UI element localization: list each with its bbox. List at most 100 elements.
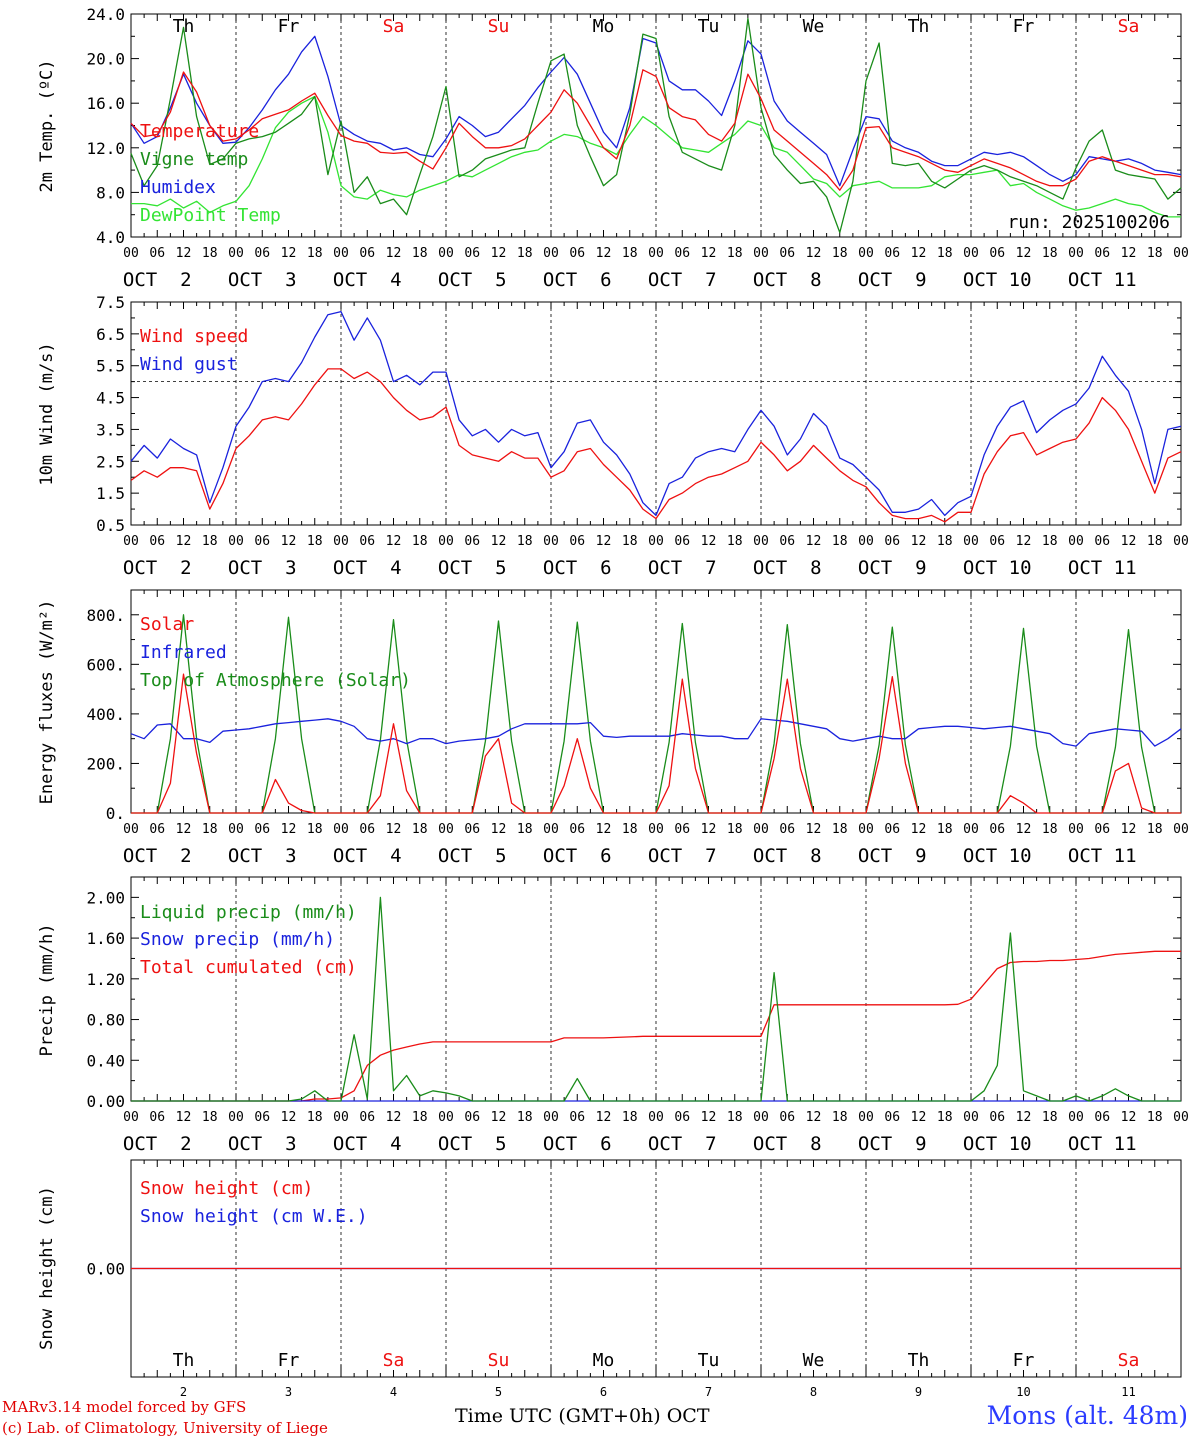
temperature-hour-label: 18 [727, 246, 743, 261]
precip-hour-label: 00 [648, 1110, 664, 1125]
temperature-hour-label: 18 [832, 246, 848, 261]
wind-hour-label: 12 [806, 534, 822, 549]
energy-hour-label: 06 [989, 822, 1005, 837]
precip-hour-label: 12 [806, 1110, 822, 1125]
wind-hour-label: 12 [491, 534, 507, 549]
wind-y-tick-label: 2.5 [96, 452, 125, 471]
wind-legend-0: Wind speed [140, 326, 248, 347]
temperature-hour-label: 18 [202, 246, 218, 261]
wind-date-label: OCT 2 [123, 557, 192, 579]
energy-hour-label: 00 [1068, 822, 1084, 837]
wind-hour-label: 12 [701, 534, 717, 549]
precip-hour-label: 06 [989, 1110, 1005, 1125]
wind-hour-label: 06 [779, 534, 795, 549]
wind-hour-label: 00 [438, 534, 454, 549]
precip-hour-label: 18 [517, 1110, 533, 1125]
energy-date-label: OCT 4 [333, 845, 402, 867]
wind-hour-label: 18 [622, 534, 638, 549]
day-number-7: 9 [915, 1385, 922, 1399]
temperature-y-tick-label: 16.0 [86, 94, 125, 113]
panel-energy: 0. 200. 400. 600. 800. Energy fluxes (W/m²) So… [37, 589, 1189, 867]
precip-date-label: OCT 7 [648, 1133, 717, 1155]
precip-date-label: OCT 5 [438, 1133, 507, 1155]
energy-y-tick-label: 600. [86, 655, 125, 674]
precip-hour-label: 12 [386, 1110, 402, 1125]
energy-date-label: OCT 8 [753, 845, 822, 867]
energy-hour-label: 12 [491, 822, 507, 837]
precip-date-label: OCT 3 [228, 1133, 297, 1155]
energy-y-tick-label: 800. [86, 606, 125, 625]
energy-hour-label: 00 [648, 822, 664, 837]
wind-hour-label: 18 [1042, 534, 1058, 549]
temperature-hour-label: 00 [963, 246, 979, 261]
temperature-hour-label: 18 [937, 246, 953, 261]
temperature-hour-label: 00 [648, 246, 664, 261]
wind-hour-label: 12 [386, 534, 402, 549]
wind-date-label: OCT 4 [333, 557, 402, 579]
energy-hour-label: 06 [569, 822, 585, 837]
wind-hour-label: 18 [1147, 534, 1163, 549]
energy-hour-label: 18 [727, 822, 743, 837]
temperature-hour-label: 06 [254, 246, 270, 261]
temperature-hour-label: 12 [1121, 246, 1137, 261]
precip-hour-label: 06 [569, 1110, 585, 1125]
snow-y-tick-label: 0.00 [86, 1260, 125, 1279]
precip-hour-label: 06 [359, 1110, 375, 1125]
temperature-hour-label: 06 [464, 246, 480, 261]
temperature-hour-label: 12 [386, 246, 402, 261]
wind-hour-label: 06 [1094, 534, 1110, 549]
temperature-date-label: OCT 5 [438, 269, 507, 291]
temperature-hour-label: 00 [1068, 246, 1084, 261]
precip-hour-label: 18 [1147, 1110, 1163, 1125]
temperature-series-0 [130, 69, 1182, 191]
precip-hour-label: 12 [281, 1110, 297, 1125]
wind-y-tick-label: 7.5 [96, 293, 125, 312]
temperature-hour-label: 18 [412, 246, 428, 261]
wind-hour-label: 00 [1173, 534, 1189, 549]
wind-date-label: OCT 6 [543, 557, 612, 579]
energy-hour-label: 18 [412, 822, 428, 837]
day-label-top-8: Fr [1013, 16, 1035, 37]
wind-hour-label: 18 [202, 534, 218, 549]
day-label-top-7: Th [908, 16, 930, 37]
precip-series-2 [131, 950, 1181, 1102]
energy-hour-label: 00 [438, 822, 454, 837]
wind-date-label: OCT 11 [1068, 557, 1137, 579]
energy-hour-label: 18 [622, 822, 638, 837]
wind-hour-label: 00 [228, 534, 244, 549]
precip-hour-label: 18 [1042, 1110, 1058, 1125]
wind-legend-1: Wind gust [140, 354, 238, 375]
temperature-y-tick-label: 24.0 [86, 5, 125, 24]
temperature-date-label: OCT 3 [228, 269, 297, 291]
precip-hour-label: 18 [412, 1110, 428, 1125]
temperature-hour-label: 18 [307, 246, 323, 261]
wind-hour-label: 06 [359, 534, 375, 549]
energy-hour-label: 00 [543, 822, 559, 837]
wind-hour-label: 12 [176, 534, 192, 549]
wind-hour-label: 00 [1068, 534, 1084, 549]
wind-hour-label: 06 [674, 534, 690, 549]
energy-series-0 [131, 673, 1181, 814]
precip-date-label: OCT 4 [333, 1133, 402, 1155]
temperature-hour-label: 06 [989, 246, 1005, 261]
temperature-series-1 [130, 17, 1182, 234]
energy-hour-label: 00 [858, 822, 874, 837]
lab-credit: (c) Lab. of Climatology, University of L… [2, 1419, 328, 1437]
wind-hour-label: 12 [911, 534, 927, 549]
precip-hour-label: 00 [438, 1110, 454, 1125]
panel-snow: 0.00 Snow height (cm) Snow height (cm) Snow… [37, 1159, 1182, 1399]
temperature-hour-label: 00 [858, 246, 874, 261]
energy-hour-label: 06 [254, 822, 270, 837]
energy-hour-label: 00 [123, 822, 139, 837]
snow-legend-0: Snow height (cm) [140, 1178, 313, 1199]
energy-hour-label: 06 [359, 822, 375, 837]
precip-hour-label: 06 [464, 1110, 480, 1125]
energy-hour-label: 12 [701, 822, 717, 837]
wind-series-0 [130, 368, 1182, 523]
precip-hour-label: 12 [911, 1110, 927, 1125]
day-number-3: 5 [495, 1385, 502, 1399]
precip-hour-label: 00 [858, 1110, 874, 1125]
precip-hour-label: 18 [202, 1110, 218, 1125]
day-label-top-1: Fr [278, 16, 300, 37]
panel-wind: 0.5 1.5 2.5 3.5 4.5 5.5 6.5 7.5 10m Wind (m/s) Wi… [37, 293, 1189, 579]
